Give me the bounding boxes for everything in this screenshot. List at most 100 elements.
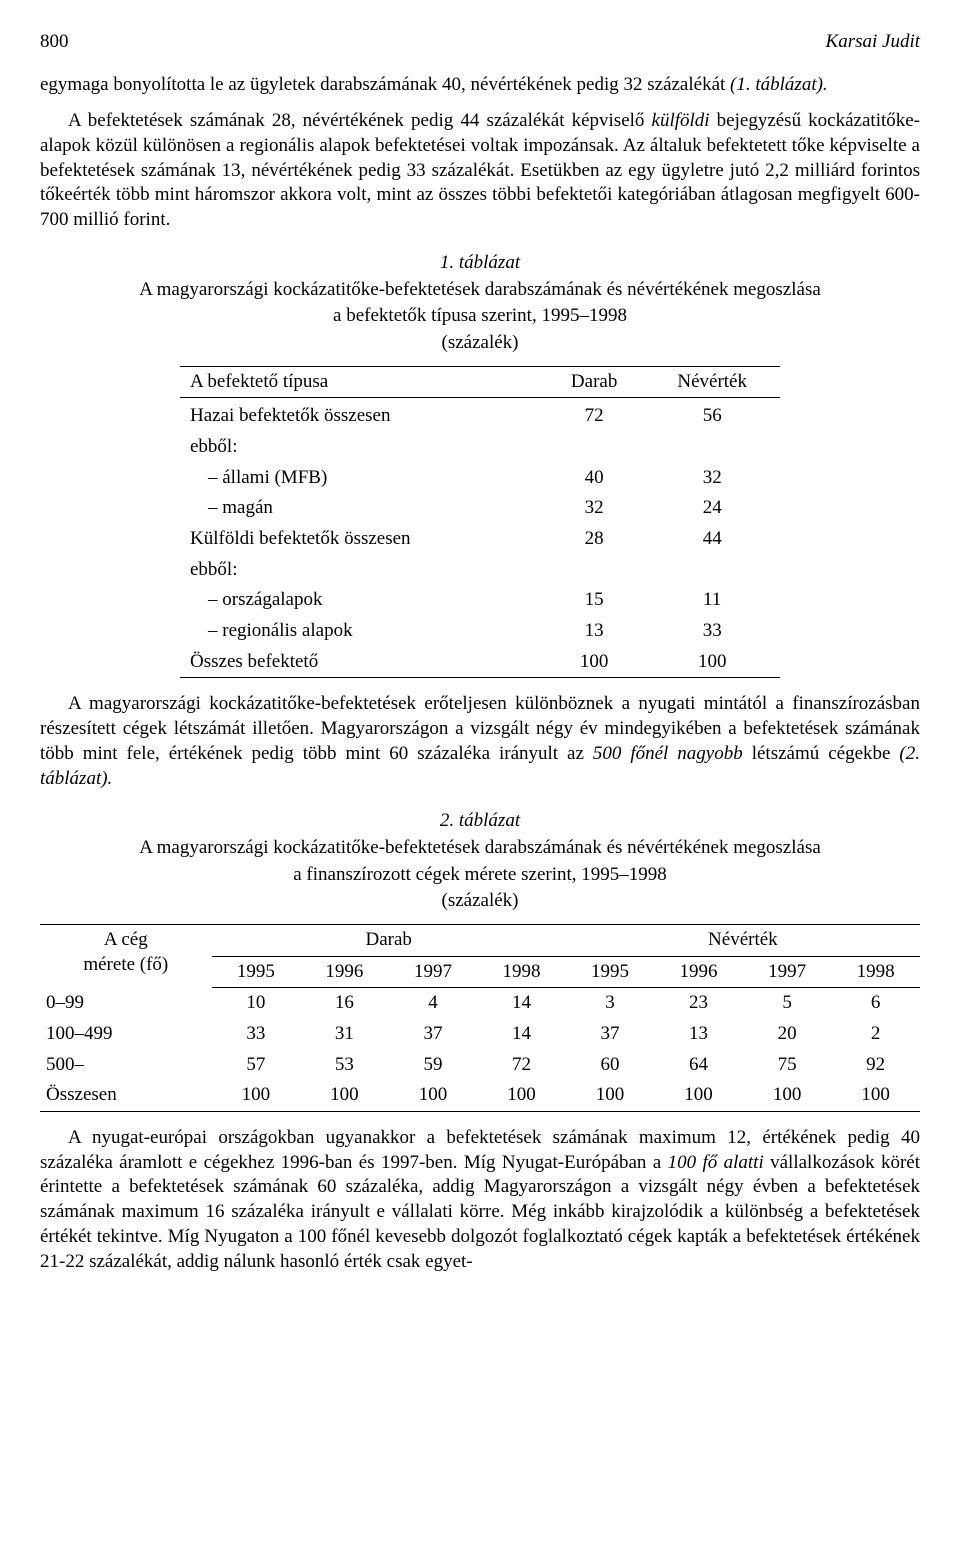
table-row-label: – regionális alapok (180, 616, 544, 647)
table2-caption: 2. táblázat (40, 809, 920, 834)
text: A cég (104, 929, 148, 950)
table1-col3: Névérték (644, 366, 780, 398)
table-cell (544, 432, 644, 463)
paragraph-3: A magyarországi kockázatitőke-befektetés… (40, 692, 920, 791)
table2-rowhead: A cég mérete (fő) (40, 924, 212, 987)
table2-year: 1996 (654, 956, 743, 988)
table-row-label: – országalapok (180, 585, 544, 616)
table-row-label: 0–99 (40, 988, 212, 1019)
page-number: 800 (40, 30, 69, 55)
table-cell (644, 432, 780, 463)
table-cell: 40 (544, 463, 644, 494)
table-cell: 16 (300, 988, 389, 1019)
table1-unit: (százalék) (40, 331, 920, 356)
table-cell: 28 (544, 524, 644, 555)
reference: (1. táblázat). (730, 74, 828, 95)
table1-col2: Darab (544, 366, 644, 398)
table-cell: 15 (544, 585, 644, 616)
table2-year: 1995 (566, 956, 655, 988)
table-cell: 6 (831, 988, 920, 1019)
table-cell: 44 (644, 524, 780, 555)
table2: A cég mérete (fő) Darab Névérték 1995199… (40, 924, 920, 1112)
table-row-label: Összesen (40, 1080, 212, 1111)
table2-year: 1996 (300, 956, 389, 988)
table2-group-darab: Darab (212, 924, 566, 956)
table-cell: 100 (644, 647, 780, 678)
table-cell: 37 (566, 1019, 655, 1050)
table2-year: 1997 (743, 956, 832, 988)
table-cell: 72 (477, 1050, 566, 1081)
table1-col1: A befektető típusa (180, 366, 544, 398)
table-cell: 92 (831, 1050, 920, 1081)
table2-year: 1998 (477, 956, 566, 988)
table1: A befektető típusa Darab Névérték Hazai … (180, 366, 780, 679)
table-row-label: – állami (MFB) (180, 463, 544, 494)
table-cell: 14 (477, 988, 566, 1019)
table-cell (644, 555, 780, 586)
text: mérete (fő) (83, 954, 168, 975)
paragraph-1: egymaga bonyolította le az ügyletek dara… (40, 73, 920, 98)
table-cell: 2 (831, 1019, 920, 1050)
table1-title-line2: a befektetők típusa szerint, 1995–1998 (40, 304, 920, 329)
table2-year: 1995 (212, 956, 301, 988)
table1-title-line1: A magyarországi kockázatitőke-befektetés… (40, 278, 920, 303)
table1-caption: 1. táblázat (40, 251, 920, 276)
table-cell: 13 (544, 616, 644, 647)
table-cell: 64 (654, 1050, 743, 1081)
table-cell: 37 (389, 1019, 478, 1050)
table-cell: 100 (212, 1080, 301, 1111)
table-cell: 31 (300, 1019, 389, 1050)
table-row-label: ebből: (180, 432, 544, 463)
table-cell: 56 (644, 398, 780, 432)
table2-title-line1: A magyarországi kockázatitőke-befektetés… (40, 836, 920, 861)
page: 800 Karsai Judit egymaga bonyolította le… (0, 0, 960, 1326)
paragraph-4: A nyugat-európai országokban ugyanakkor … (40, 1126, 920, 1274)
table-cell: 11 (644, 585, 780, 616)
text: egymaga bonyolította le az ügyletek dara… (40, 74, 730, 95)
table-cell: 53 (300, 1050, 389, 1081)
emphasis: 500 főnél nagyobb (593, 743, 743, 764)
table-cell: 100 (743, 1080, 832, 1111)
table-cell: 100 (566, 1080, 655, 1111)
table-row-label: ebből: (180, 555, 544, 586)
table-cell: 32 (544, 493, 644, 524)
table-row-label: 100–499 (40, 1019, 212, 1050)
table-cell: 57 (212, 1050, 301, 1081)
table-cell: 72 (544, 398, 644, 432)
text: A befektetések számának 28, névértékének… (68, 110, 652, 131)
table-cell: 32 (644, 463, 780, 494)
table-cell: 13 (654, 1019, 743, 1050)
table-cell: 33 (212, 1019, 301, 1050)
table-row-label: Összes befektető (180, 647, 544, 678)
table2-title-line2: a finanszírozott cégek mérete szerint, 1… (40, 863, 920, 888)
table-row-label: Külföldi befektetők összesen (180, 524, 544, 555)
text: létszámú cégekbe (743, 743, 900, 764)
table-cell: 60 (566, 1050, 655, 1081)
table-cell: 100 (477, 1080, 566, 1111)
page-author: Karsai Judit (826, 30, 920, 55)
table-row-label: 500– (40, 1050, 212, 1081)
table-cell: 100 (389, 1080, 478, 1111)
page-header: 800 Karsai Judit (40, 30, 920, 55)
table2-year: 1997 (389, 956, 478, 988)
table-cell: 20 (743, 1019, 832, 1050)
table-cell: 100 (300, 1080, 389, 1111)
table2-unit: (százalék) (40, 889, 920, 914)
table2-year: 1998 (831, 956, 920, 988)
table-row-label: Hazai befektetők összesen (180, 398, 544, 432)
paragraph-2: A befektetések számának 28, névértékének… (40, 109, 920, 232)
emphasis: 100 fő alatti (668, 1152, 764, 1173)
table-row-label: – magán (180, 493, 544, 524)
table-cell: 4 (389, 988, 478, 1019)
table-cell: 100 (654, 1080, 743, 1111)
table2-group-nevertek: Névérték (566, 924, 920, 956)
table-cell (544, 555, 644, 586)
table-cell: 100 (831, 1080, 920, 1111)
table-cell: 24 (644, 493, 780, 524)
table-cell: 14 (477, 1019, 566, 1050)
table-cell: 100 (544, 647, 644, 678)
table-cell: 10 (212, 988, 301, 1019)
table-cell: 75 (743, 1050, 832, 1081)
table-cell: 33 (644, 616, 780, 647)
table-cell: 3 (566, 988, 655, 1019)
